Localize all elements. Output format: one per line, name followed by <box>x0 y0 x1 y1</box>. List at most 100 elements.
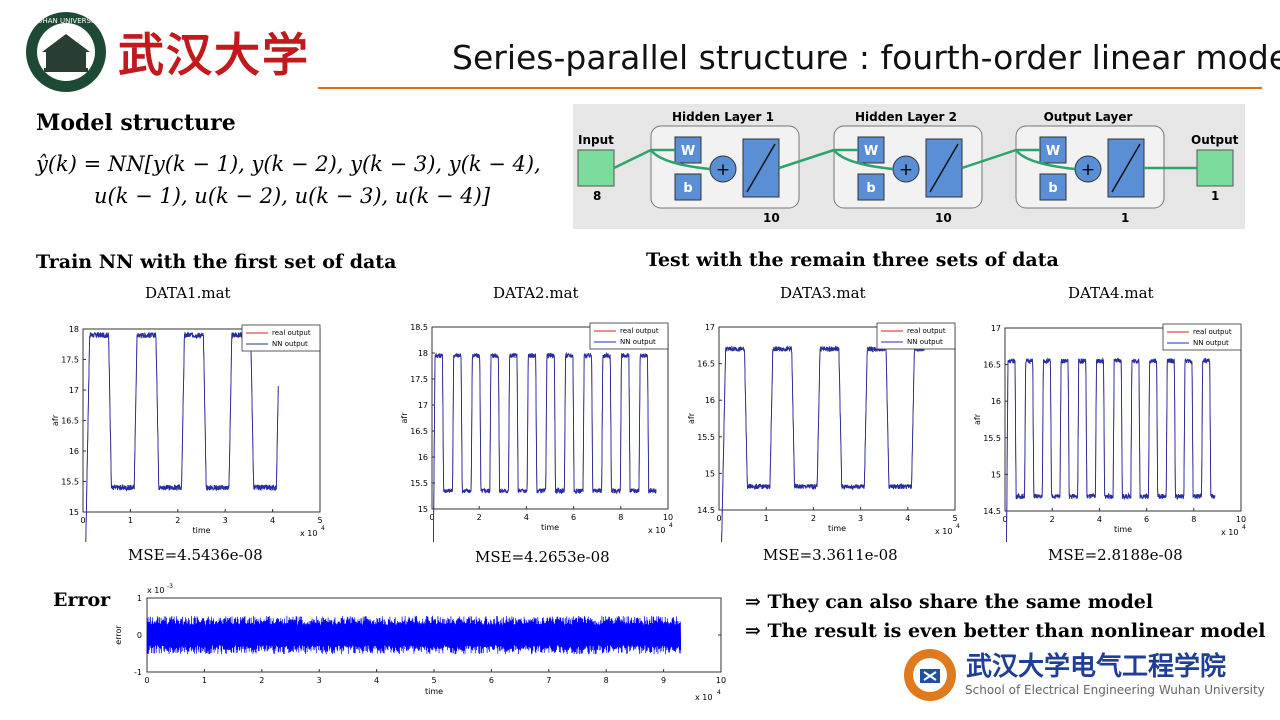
x-multiplier: x 10 <box>695 693 712 702</box>
conclusion-2: ⇒ The result is even better than nonline… <box>745 620 1266 642</box>
y-tick-label: 15 <box>69 508 79 517</box>
school-logo <box>904 649 956 701</box>
x-multiplier: x 10 <box>648 526 665 535</box>
input-block <box>577 149 615 187</box>
output-layer-weight-label: W <box>1046 144 1060 159</box>
model-equation-line1: ŷ(k) = NN[y(k − 1), y(k − 2), y(k − 3), … <box>36 152 541 176</box>
y-tick-label: 14.5 <box>983 507 1001 516</box>
x-axis-label: time <box>541 523 559 532</box>
legend-real-label: real output <box>907 327 946 335</box>
x-tick-label: 0 <box>1002 515 1007 524</box>
plot-frame <box>1004 327 1242 512</box>
diagram-connections <box>613 148 1197 171</box>
layer2-sum-symbol: + <box>899 160 913 180</box>
x-tick-label: 5 <box>317 516 322 525</box>
x-tick-label: 2 <box>175 516 180 525</box>
school-name-cn: 武汉大学电气工程学院 <box>966 652 1227 682</box>
x-tick-label: 5 <box>952 514 957 523</box>
output-layer-sum-symbol: + <box>1081 160 1095 180</box>
layer2-bias-label: b <box>866 181 875 196</box>
output-block <box>1196 149 1234 187</box>
nn-output-line <box>433 351 657 542</box>
x-tick-label: 6 <box>489 676 494 685</box>
data4-chart: 14.5 15 15.5 16 16.5 17 0 2 4 6 8 10 time afr x 10 4 rea… <box>973 323 1246 542</box>
x-tick-label: 10 <box>1236 515 1246 524</box>
y-tick-label: 15 <box>418 505 428 514</box>
y-tick-label: 15.5 <box>410 479 428 488</box>
layer2-title: Hidden Layer 2 <box>855 110 957 124</box>
model-structure-heading: Model structure <box>36 110 236 136</box>
output-layer-bias <box>1039 173 1067 201</box>
y-tick-label: 17 <box>69 386 79 395</box>
x-tick-label: 4 <box>374 676 379 685</box>
y-axis-label: afr <box>973 413 982 425</box>
x-axis-label: time <box>1114 525 1132 534</box>
test-heading: Test with the remain three sets of data <box>646 249 1059 271</box>
data1-label: DATA1.mat <box>145 284 231 302</box>
x-tick-label: 2 <box>1050 515 1055 524</box>
legend-nn-label: NN output <box>272 340 308 348</box>
y-tick-label: -1 <box>134 668 142 677</box>
y-tick-label: 17.5 <box>61 356 79 365</box>
legend-nn-label: NN output <box>1193 339 1229 347</box>
university-name-calligraphy: 武汉大学 <box>118 24 318 86</box>
y-tick-label: 17.5 <box>410 375 428 384</box>
x-multiplier: x 10 <box>935 527 952 536</box>
legend-box <box>589 322 669 350</box>
y-axis-label: afr <box>51 414 60 426</box>
y-tick-label: 14.5 <box>697 506 715 515</box>
x-multiplier-exp: 4 <box>321 525 325 532</box>
x-tick-label: 10 <box>716 676 726 685</box>
model-equation-line2: u(k − 1), u(k − 2), u(k − 3), u(k − 4)] <box>94 184 491 208</box>
x-tick-label: 8 <box>618 513 623 522</box>
x-tick-label: 3 <box>858 514 863 523</box>
data2-label: DATA2.mat <box>493 284 579 302</box>
y-multiplier-exp: -3 <box>167 583 173 590</box>
x-axis-label: time <box>828 524 846 533</box>
y-tick-label: 16.5 <box>697 360 715 369</box>
title-underline <box>318 87 1262 89</box>
legend-real-label: real output <box>1193 328 1232 336</box>
data4-label: DATA4.mat <box>1068 284 1154 302</box>
conclusions: ⇒ They can also share the same model ⇒ T… <box>745 588 1266 646</box>
x-tick-label: 2 <box>259 676 264 685</box>
legend-box <box>241 324 321 352</box>
layer2-size: 10 <box>935 211 952 225</box>
data3-mse: MSE=3.3611e-08 <box>763 546 898 564</box>
nn-output-line <box>1006 357 1216 542</box>
y-tick-label: 16 <box>991 397 1001 406</box>
nn-output-line <box>721 345 925 542</box>
data4-mse: MSE=2.8188e-08 <box>1048 546 1183 564</box>
x-tick-label: 4 <box>1097 515 1102 524</box>
network-diagram: Input 8 Hidden Layer 1 W b + 10 Hidden L… <box>573 104 1245 229</box>
y-multiplier: x 10 <box>147 586 164 595</box>
x-multiplier-exp: 4 <box>956 523 960 530</box>
y-tick-label: 16 <box>418 453 428 462</box>
output-label: Output <box>1191 133 1239 147</box>
y-axis-label: error <box>114 625 123 645</box>
x-multiplier-exp: 4 <box>1242 524 1246 531</box>
legend-real-label: real output <box>272 329 311 337</box>
data3-label: DATA3.mat <box>780 284 866 302</box>
legend-real-label: real output <box>620 327 659 335</box>
x-tick-label: 0 <box>716 514 721 523</box>
x-tick-label: 6 <box>571 513 576 522</box>
x-tick-label: 8 <box>1191 515 1196 524</box>
university-seal-logo: WUHAN UNIVERSITY <box>26 12 106 92</box>
x-tick-label: 0 <box>429 513 434 522</box>
train-heading: Train NN with the first set of data <box>36 251 397 273</box>
y-tick-label: 17 <box>418 401 428 410</box>
x-multiplier-exp: 4 <box>717 689 721 696</box>
x-tick-label: 8 <box>604 676 609 685</box>
y-tick-label: 16 <box>69 447 79 456</box>
x-tick-label: 1 <box>128 516 133 525</box>
x-tick-label: 0 <box>80 516 85 525</box>
y-tick-label: 17 <box>991 324 1001 333</box>
x-tick-label: 6 <box>1144 515 1149 524</box>
y-tick-label: 15.5 <box>61 478 79 487</box>
y-tick-label: 17 <box>705 323 715 332</box>
x-tick-label: 4 <box>270 516 275 525</box>
x-tick-label: 1 <box>764 514 769 523</box>
